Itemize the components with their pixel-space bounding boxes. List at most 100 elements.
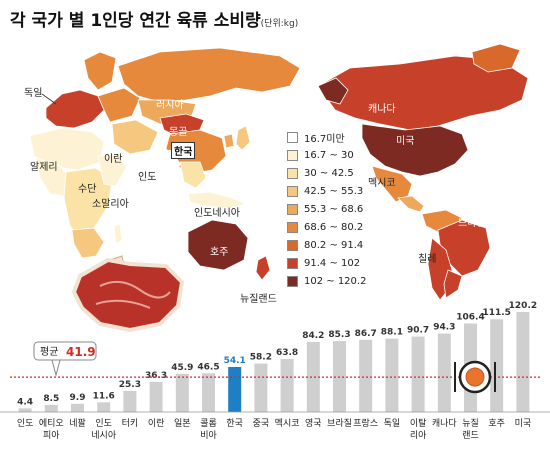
title-text: 각 국가 별 1인당 연간 육류 소비량	[10, 11, 261, 31]
legend-swatch	[287, 149, 298, 161]
category-label: 네팔	[69, 417, 86, 429]
category-label: 미국	[515, 418, 532, 429]
category-label: 에티오	[39, 418, 64, 429]
bar	[490, 319, 504, 412]
category-label: 뉴질	[462, 417, 479, 429]
plate-icon	[454, 360, 496, 394]
region-central-america	[397, 195, 425, 213]
bar	[280, 358, 294, 412]
category-label: 인도	[17, 418, 34, 429]
bar-value-label: 85.3	[328, 330, 350, 340]
legend-item: 30 ~ 42.5	[287, 164, 366, 182]
category-label: 콜롬	[200, 418, 217, 429]
legend-label: 16.7미만	[304, 133, 345, 145]
bar	[254, 363, 268, 412]
legend-label: 91.4 ~ 102	[304, 257, 361, 269]
average-callout-pointer	[51, 359, 61, 378]
bar-value-label: 45.9	[171, 363, 193, 373]
legend-item: 55.3 ~ 68.6	[287, 200, 366, 218]
bar	[333, 341, 346, 412]
germany-leader-line	[41, 93, 57, 105]
map-label-algeria: 알제리	[30, 162, 58, 173]
bar-value-label: 4.4	[17, 397, 33, 407]
region-alaska	[317, 77, 349, 105]
steak-meat	[71, 257, 185, 333]
map-legend: 16.7미만 16.7 ~ 30 30 ~ 42.5 42.5 ~ 55.3 55.3 …	[287, 128, 366, 290]
map-label-sudan: 수단	[78, 184, 97, 195]
map-label-usa: 미국	[396, 136, 415, 147]
map-label-chile: 칠레	[418, 254, 437, 265]
region-australia	[187, 219, 249, 271]
steak-illustration	[71, 255, 185, 333]
bar	[385, 338, 399, 412]
bar-value-label: 8.5	[43, 394, 59, 404]
legend-label: 102 ~ 120.2	[304, 275, 367, 287]
bar-value-label: 90.7	[407, 326, 429, 336]
bar	[516, 311, 530, 412]
bar-value-label: 120.2	[509, 301, 537, 311]
region-korea	[223, 133, 235, 149]
category-label: 랜드	[462, 430, 479, 441]
bar-value-label: 88.1	[381, 328, 403, 338]
category-label: 영국	[305, 418, 322, 429]
legend-label: 80.2 ~ 91.4	[304, 239, 364, 251]
category-label: 이란	[148, 417, 165, 429]
category-label: 호주	[488, 418, 505, 429]
map-label-iran: 이란	[104, 154, 123, 165]
region-middle-east	[111, 119, 159, 155]
steak-marbling	[95, 280, 171, 309]
map-label-mexico: 멕시코	[368, 178, 396, 189]
map-label-canada: 캐나다	[368, 104, 396, 115]
region-southern-africa	[71, 227, 105, 259]
bar	[228, 366, 242, 412]
region-canada	[317, 55, 529, 131]
bar-value-label: 54.1	[224, 356, 246, 366]
legend-swatch	[287, 257, 298, 269]
category-label: 터키	[122, 418, 139, 429]
legend-swatch	[287, 239, 298, 251]
legend-item: 80.2 ~ 91.4	[287, 236, 366, 254]
bar	[359, 339, 373, 412]
legend-swatch	[287, 221, 298, 233]
legend-label: 68.6 ~ 80.2	[304, 221, 364, 233]
average-label: 평균	[40, 346, 58, 358]
region-japan	[235, 125, 251, 151]
legend-swatch	[287, 203, 298, 215]
region-madagascar	[113, 223, 123, 245]
legend-label: 55.3 ~ 68.6	[304, 203, 364, 215]
average-callout-box	[33, 341, 97, 361]
category-label: 리아	[410, 430, 427, 441]
category-label: 한국	[226, 418, 243, 429]
region-scandinavia	[83, 51, 117, 91]
bar-value-label: 111.5	[482, 308, 510, 318]
map-label-russia: 러시아	[156, 100, 184, 111]
region-russia	[117, 47, 301, 103]
bar	[202, 373, 215, 412]
bar-value-label: 106.4	[456, 312, 484, 322]
bar	[71, 403, 84, 412]
bar	[175, 373, 189, 412]
category-label: 독일	[384, 418, 401, 429]
bar-value-label: 94.3	[433, 323, 455, 333]
legend-item: 91.4 ~ 102	[287, 254, 366, 272]
map-label-germany: 독일	[24, 88, 43, 99]
bar	[306, 341, 320, 412]
legend-item: 102 ~ 120.2	[287, 272, 366, 290]
map-label-somalia: 소말리아	[92, 199, 129, 210]
region-indonesia	[187, 191, 248, 209]
legend-label: 42.5 ~ 55.3	[304, 185, 364, 197]
category-label: 이탈	[410, 418, 427, 429]
map-label-australia: 호주	[210, 247, 229, 258]
map-label-indonesia: 인도네시아	[194, 208, 240, 219]
category-label: 네시아	[91, 430, 117, 441]
legend-label: 16.7 ~ 30	[304, 149, 354, 161]
category-label: 비아	[200, 430, 217, 441]
unit-text: (단위:kg)	[260, 19, 299, 29]
region-east-africa	[97, 153, 127, 187]
bar-value-label: 9.9	[70, 393, 86, 403]
bar-value-label: 11.6	[93, 391, 115, 401]
legend-item: 68.6 ~ 80.2	[287, 218, 366, 236]
bar-value-label: 46.5	[197, 362, 219, 372]
